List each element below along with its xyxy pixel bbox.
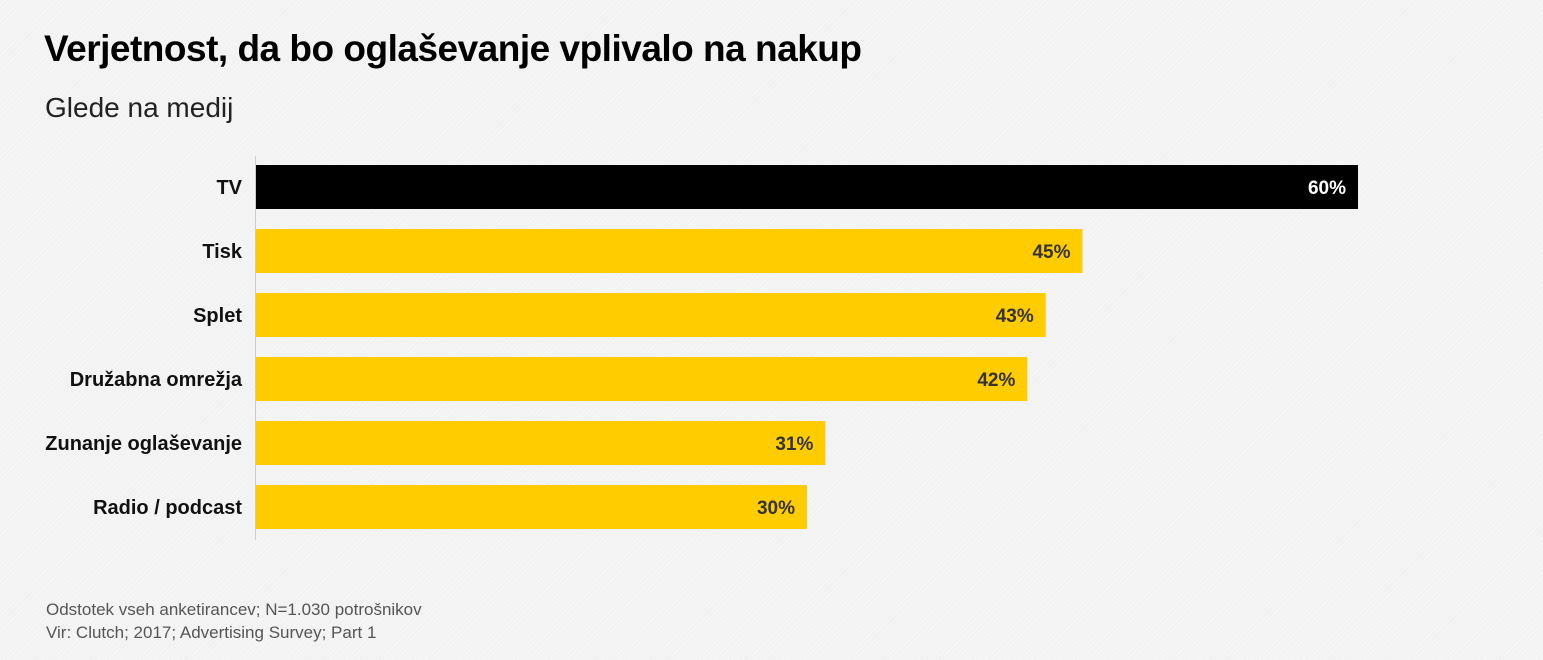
bar-radio-podcast [256,485,807,529]
chart-title: Verjetnost, da bo oglaševanje vplivalo n… [44,28,862,69]
category-label-tisk: Tisk [202,241,243,263]
category-label-druzabna-omrezja: Družabna omrežja [70,369,243,391]
bar-splet [256,293,1046,337]
value-label-splet: 43% [996,306,1034,327]
category-label-radio-podcast: Radio / podcast [93,497,242,519]
chart-footnote: Odstotek vseh anketirancev; N=1.030 potr… [46,600,422,619]
bar-zunanje-oglasevanje [256,421,826,465]
value-label-druzabna-omrezja: 42% [977,370,1015,391]
value-label-tisk: 45% [1032,242,1070,263]
value-label-radio-podcast: 30% [757,498,795,519]
category-label-zunanje-oglasevanje: Zunanje oglaševanje [45,433,242,455]
bar-druzabna-omrezja [256,357,1028,401]
chart-subtitle: Glede na medij [45,92,234,123]
bar-tisk [256,229,1083,273]
category-label-splet: Splet [193,305,242,327]
chart-source: Vir: Clutch; 2017; Advertising Survey; P… [46,623,377,642]
value-label-zunanje-oglasevanje: 31% [775,434,813,455]
bar-tv [256,165,1358,209]
bar-chart: TV 60% Tisk 45% Splet 43% Družabna omrežja 42% Z… [45,156,1358,540]
category-label-tv: TV [216,177,242,199]
value-label-tv: 60% [1308,178,1346,199]
